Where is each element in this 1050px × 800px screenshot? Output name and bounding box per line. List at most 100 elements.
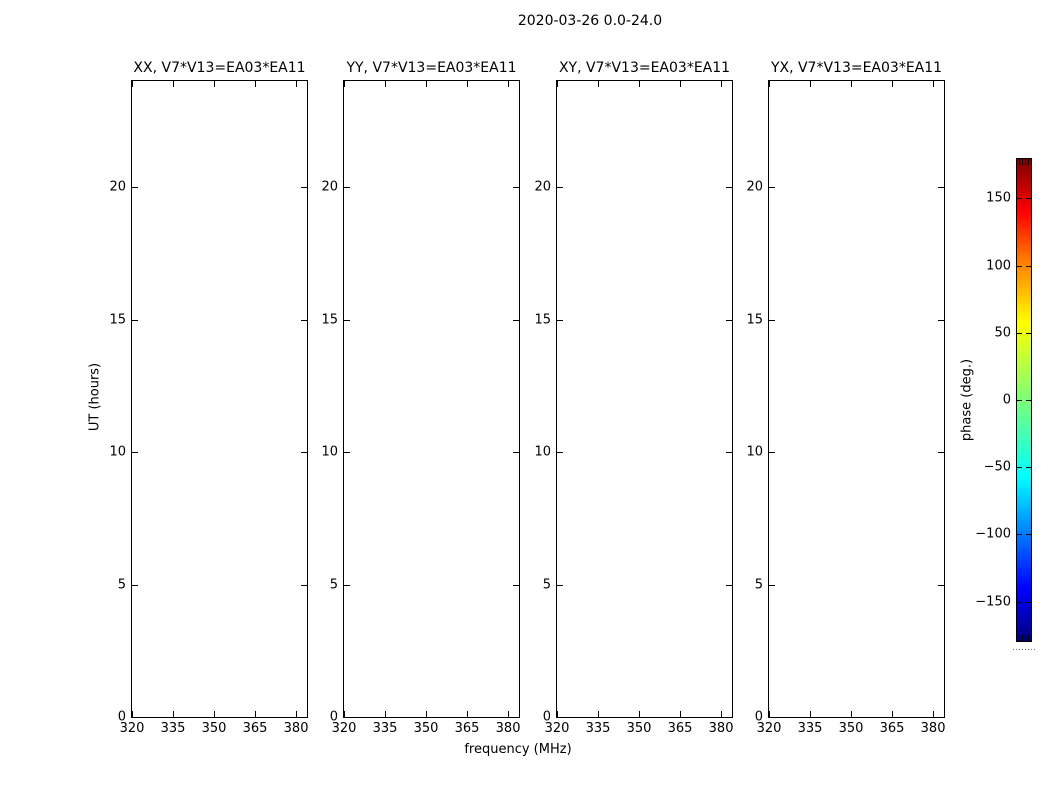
y-tick-mark	[557, 451, 563, 453]
subplot-xx: XX, V7*V13=EA03*EA11 320 335 350 365 380 0 5 10…	[109, 60, 308, 736]
colorbar: 150 100 50 0 −50 −100 −150	[975, 158, 1035, 650]
x-tick-mark	[680, 81, 682, 87]
y-tick-label: 0	[754, 709, 763, 725]
x-tick-label: 320	[544, 721, 570, 736]
x-tick-mark	[508, 81, 510, 87]
x-tick-mark	[769, 81, 770, 87]
x-tick-mark	[255, 81, 257, 87]
x-tick-mark	[173, 711, 175, 717]
x-tick-mark	[173, 81, 175, 87]
x-tick-label: 335	[585, 721, 611, 736]
figure-title: 2020-03-26 0.0-24.0	[517, 13, 663, 29]
x-tick-label: 350	[201, 721, 227, 736]
y-tick-mark	[769, 717, 775, 718]
colorbar-bottom-dotted-line	[1013, 649, 1035, 650]
colorbar-tick-mark	[1026, 467, 1031, 469]
x-tick-label: 380	[920, 721, 946, 736]
y-tick-mark	[301, 451, 307, 453]
x-tick-label: 320	[331, 721, 357, 736]
x-tick-label: 335	[372, 721, 398, 736]
y-tick-mark	[557, 187, 563, 189]
x-tick-label: 320	[119, 721, 145, 736]
x-tick-label: 380	[495, 721, 521, 736]
subplot-title: XX, V7*V13=EA03*EA11	[133, 60, 306, 76]
colorbar-tick-label: 50	[994, 325, 1011, 341]
y-tick-label: 0	[117, 709, 126, 725]
x-tick-mark	[639, 711, 641, 717]
x-tick-label: 365	[454, 721, 480, 736]
x-tick-mark	[851, 711, 853, 717]
x-tick-label: 380	[708, 721, 734, 736]
colorbar-gradient	[1016, 158, 1032, 642]
y-tick-label: 20	[321, 179, 338, 195]
y-tick-mark	[938, 187, 944, 189]
y-tick-label: 10	[109, 444, 126, 460]
y-tick-mark	[132, 584, 138, 586]
x-tick-mark	[214, 711, 216, 717]
y-tick-mark	[726, 717, 732, 718]
x-tick-label: 335	[160, 721, 186, 736]
colorbar-tick-mark	[1017, 332, 1022, 334]
y-tick-mark	[513, 319, 519, 321]
x-tick-mark	[810, 711, 812, 717]
colorbar-tick-mark	[1017, 265, 1022, 267]
subplot-xy: XY, V7*V13=EA03*EA11 320 335 350 365 380 0 5 10…	[534, 60, 733, 736]
colorbar-tick-mark	[1017, 601, 1022, 603]
x-tick-mark	[810, 81, 812, 87]
y-tick-mark	[301, 717, 307, 718]
colorbar-tick-mark	[1026, 198, 1031, 200]
subplot-yy: YY, V7*V13=EA03*EA11 320 335 350 365 380 0 5 10…	[321, 60, 520, 736]
y-tick-mark	[938, 319, 944, 321]
subplot-title: YY, V7*V13=EA03*EA11	[346, 60, 517, 76]
subplot-title: YX, V7*V13=EA03*EA11	[770, 60, 943, 76]
x-tick-mark	[721, 81, 723, 87]
y-tick-mark	[344, 319, 350, 321]
colorbar-tick-label: 150	[986, 190, 1011, 206]
y-tick-mark	[344, 187, 350, 189]
y-tick-mark	[726, 451, 732, 453]
y-tick-mark	[557, 717, 563, 718]
y-tick-mark	[769, 187, 775, 189]
y-tick-mark	[344, 584, 350, 586]
subplot-yx: YX, V7*V13=EA03*EA11 320 335 350 365 380 0 5 10…	[746, 60, 945, 736]
y-tick-mark	[726, 187, 732, 189]
x-tick-mark	[680, 711, 682, 717]
x-tick-mark	[933, 81, 935, 87]
x-tick-label: 320	[756, 721, 782, 736]
y-tick-mark	[557, 319, 563, 321]
colorbar-tick-mark	[1026, 534, 1031, 536]
colorbar-tick-label: −100	[975, 526, 1011, 542]
y-tick-label: 5	[329, 577, 338, 593]
y-tick-mark	[513, 451, 519, 453]
y-tick-label: 15	[109, 312, 126, 327]
x-tick-mark	[132, 711, 133, 717]
y-tick-label: 15	[321, 312, 338, 327]
x-tick-mark	[721, 711, 723, 717]
y-tick-label: 10	[746, 444, 763, 460]
x-tick-mark	[344, 711, 345, 717]
x-tick-label: 365	[667, 721, 693, 736]
colorbar-tick-mark	[1026, 601, 1031, 603]
x-tick-mark	[132, 81, 133, 87]
y-tick-label: 10	[321, 444, 338, 460]
x-tick-mark	[426, 81, 428, 87]
y-tick-mark	[344, 451, 350, 453]
colorbar-tick-label: −150	[975, 594, 1011, 610]
y-tick-mark	[513, 717, 519, 718]
x-tick-mark	[598, 711, 600, 717]
colorbar-tick-label: 0	[1002, 392, 1011, 408]
x-tick-mark	[508, 711, 510, 717]
y-tick-label: 5	[117, 577, 126, 593]
x-tick-mark	[769, 711, 770, 717]
x-tick-mark	[598, 81, 600, 87]
x-tick-mark	[557, 81, 558, 87]
x-tick-mark	[344, 81, 345, 87]
y-tick-label: 20	[746, 179, 763, 195]
y-tick-mark	[769, 584, 775, 586]
y-tick-label: 20	[534, 179, 551, 195]
colorbar-tick-mark	[1017, 467, 1022, 469]
y-tick-label: 15	[746, 312, 763, 327]
y-tick-mark	[769, 451, 775, 453]
y-tick-mark	[726, 584, 732, 586]
